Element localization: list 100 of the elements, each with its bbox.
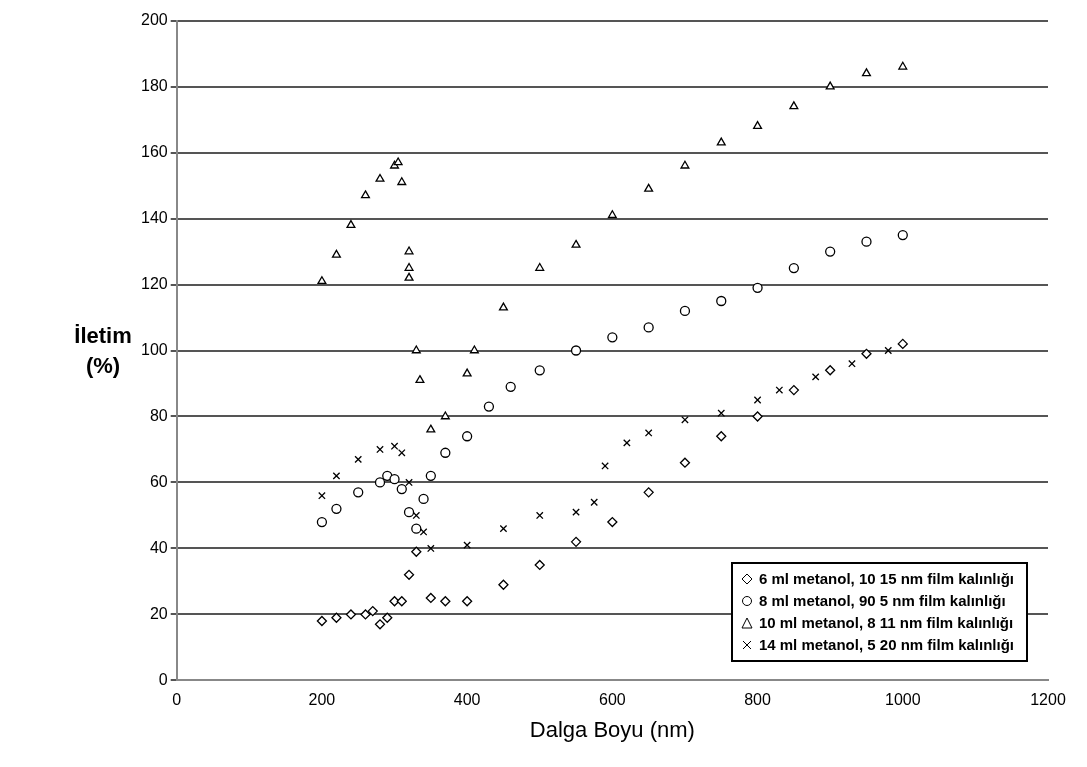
point	[382, 612, 393, 623]
point	[861, 68, 872, 77]
point	[440, 596, 451, 607]
point	[789, 101, 799, 110]
point	[346, 219, 356, 229]
point	[418, 493, 429, 505]
point	[426, 424, 436, 433]
point	[411, 345, 421, 354]
y-tick-label: 140	[140, 208, 168, 226]
point	[440, 411, 450, 420]
point	[644, 429, 653, 437]
point	[390, 442, 399, 450]
y-tick-label: 120	[140, 274, 168, 292]
point	[318, 491, 326, 500]
point	[396, 483, 407, 495]
point	[393, 157, 403, 166]
point	[412, 511, 421, 520]
point	[498, 579, 509, 590]
point	[644, 183, 654, 192]
point	[572, 508, 580, 516]
point	[825, 365, 836, 376]
x-tick-label: 400	[453, 691, 481, 709]
y-tick-label: 200	[140, 11, 168, 29]
point	[411, 546, 422, 557]
point	[505, 381, 516, 392]
point	[753, 121, 763, 130]
point	[316, 615, 328, 627]
point	[425, 592, 436, 604]
point	[469, 345, 479, 354]
point	[375, 173, 385, 182]
point	[607, 332, 618, 343]
point	[415, 375, 425, 384]
point	[440, 447, 451, 458]
y-tick-label: 20	[149, 604, 168, 622]
point	[897, 229, 908, 241]
point	[462, 368, 472, 377]
point	[897, 338, 908, 350]
point	[403, 569, 415, 580]
y-tick-label: 40	[149, 538, 168, 556]
point	[389, 474, 400, 485]
y-tick-label: 180	[140, 76, 168, 94]
point	[861, 348, 872, 359]
y-tick-label: 160	[140, 142, 168, 160]
point	[396, 596, 407, 607]
point	[345, 609, 357, 620]
point	[811, 373, 820, 381]
y-tick-label: 0	[158, 670, 168, 688]
point	[411, 523, 422, 534]
x-tick-label: 1200	[1030, 691, 1066, 709]
point	[681, 415, 689, 424]
point	[607, 516, 618, 528]
y-tick-label: 100	[140, 340, 168, 358]
point	[643, 322, 654, 333]
point	[775, 386, 784, 394]
point	[534, 559, 545, 571]
x-tick-label: 200	[308, 691, 336, 709]
point	[570, 536, 582, 547]
point	[861, 236, 872, 247]
point	[601, 462, 609, 470]
point	[426, 544, 435, 553]
point	[376, 445, 384, 454]
point	[643, 487, 654, 498]
point	[463, 541, 471, 549]
point	[316, 516, 328, 528]
y-tick-label: 60	[149, 472, 168, 490]
y-axis-title: İletim (%)	[74, 322, 132, 378]
point	[332, 472, 341, 480]
point	[716, 295, 727, 307]
point	[752, 411, 763, 422]
point	[374, 477, 386, 488]
point	[534, 365, 545, 376]
point	[404, 272, 414, 281]
y-tick-label: 80	[149, 406, 168, 424]
point	[752, 282, 763, 293]
legend-label: 14 ml metanol, 5 20 nm film kalınlığı	[758, 635, 1014, 656]
x-tick-label: 600	[599, 691, 626, 709]
point	[590, 498, 599, 507]
x-tick-label: 800	[744, 691, 772, 709]
point	[317, 276, 327, 285]
legend-label: 10 ml metanol, 8 11 nm film kalınlığı	[758, 613, 1014, 634]
point	[360, 609, 371, 620]
point	[403, 507, 415, 518]
point	[716, 431, 727, 442]
point	[898, 61, 908, 70]
point	[680, 160, 690, 169]
point	[570, 345, 582, 356]
point	[884, 346, 893, 355]
point	[397, 448, 406, 457]
point	[716, 137, 726, 146]
legend-label: 6 ml metanol, 10 15 nm film kalınlığı	[758, 569, 1014, 590]
point	[353, 487, 364, 498]
point	[419, 528, 428, 536]
point	[331, 503, 342, 514]
point	[623, 439, 631, 447]
point	[571, 239, 581, 248]
legend-label: 8 ml metanol, 90 5 nm film kalınlığı	[758, 591, 1006, 612]
point	[425, 470, 436, 482]
point	[367, 605, 378, 617]
point	[405, 478, 413, 487]
point	[679, 457, 691, 468]
